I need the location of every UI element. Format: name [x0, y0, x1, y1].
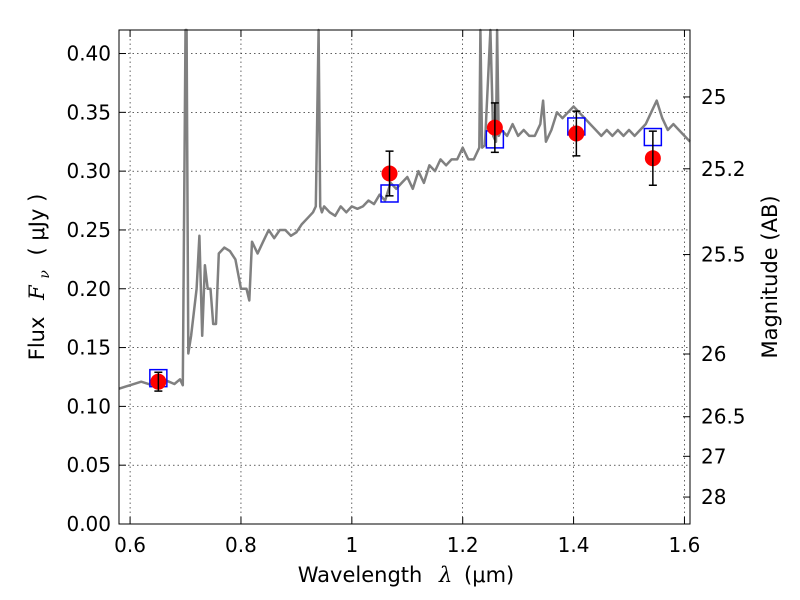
x-tick-label: 1.4: [558, 533, 590, 557]
y-tick-label: 0.30: [66, 159, 111, 183]
mag-tick-label: 26: [701, 342, 726, 366]
y-axis-label: Flux F ν ( μJy ): [25, 194, 54, 361]
series-layer: [118, 28, 691, 390]
mag-tick-label: 26.5: [701, 405, 746, 429]
y-tick-label: 0.35: [66, 100, 111, 124]
marker-layer: [149, 102, 663, 392]
y-tick-label: 0.40: [66, 42, 111, 66]
x-axis-label-symbol: λ: [438, 563, 452, 587]
x-tick-label: 1.2: [447, 533, 479, 557]
y2-axis-label: Magnitude (AB): [758, 195, 782, 358]
x-tick-label: 0.8: [225, 533, 257, 557]
x-tick-label: 0.6: [114, 533, 146, 557]
x-axis-label: Wavelength λ (μm): [298, 563, 514, 587]
x-tick-label: 1.6: [669, 533, 701, 557]
label-layer: 0.6 0.8 1 1.2 1.4 1.6 0.00 0.05 0.10 0.15 0.20 0.25…: [66, 42, 745, 557]
mag-tick-label: 28: [701, 485, 726, 509]
y-tick-label: 0.20: [66, 277, 111, 301]
y-tick-label: 0.05: [66, 453, 111, 477]
spectrum-line: [118, 28, 691, 390]
x-axis-label-unit: (μm): [464, 563, 514, 587]
y-tick-label: 0.15: [66, 336, 111, 360]
mag-tick-label: 25: [701, 85, 726, 109]
y-axis-label-subscript: ν: [37, 270, 53, 279]
mag-tick-label: 25.2: [701, 157, 746, 181]
x-axis-label-text: Wavelength: [298, 563, 423, 587]
mag-tick-label: 25.5: [701, 243, 746, 267]
plot-frame: [118, 29, 691, 525]
y-axis-label-unit: ( μJy ): [25, 194, 49, 256]
mag-tick-label: 27: [701, 444, 726, 468]
y-axis-label-text: Flux: [25, 317, 49, 361]
x-tick-label: 1: [345, 533, 358, 557]
y-tick-label: 0.00: [66, 512, 111, 536]
y-axis-label-symbol: F: [25, 284, 49, 301]
y-tick-label: 0.10: [66, 394, 111, 418]
y-tick-label: 0.25: [66, 218, 111, 242]
